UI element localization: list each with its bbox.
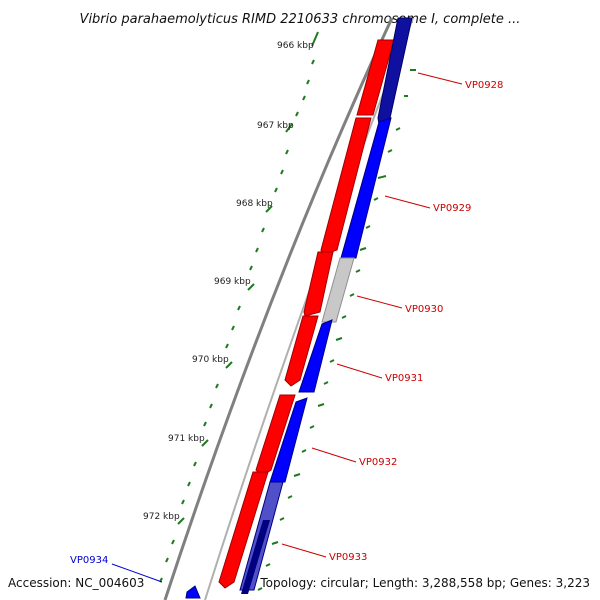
gene-label-vp0933[interactable]: VP0933 (329, 552, 367, 563)
gene-label-vp0928[interactable]: VP0928 (465, 80, 503, 91)
reverse-gene-vp0932[interactable] (269, 397, 308, 483)
genome-summary-text: Topology: circular; Length: 3,288,558 bp… (259, 576, 590, 590)
tick-label: 966 kbp (277, 41, 314, 51)
reverse-gene-vp0931[interactable] (298, 319, 333, 393)
forward-gene[interactable] (356, 39, 395, 116)
reverse-gene-vp0929[interactable] (340, 117, 392, 259)
tick-label: 967 kbp (257, 121, 294, 131)
scale-ruler (159, 31, 319, 583)
reverse-gene-vp0933-dark (241, 520, 270, 594)
gene-label-vp0934[interactable]: VP0934 (70, 555, 108, 566)
forward-gene[interactable] (218, 471, 269, 589)
tick-label: 968 kbp (236, 199, 273, 209)
backbone-outer-arc (163, 17, 394, 600)
gene-label-vp0932[interactable]: VP0932 (359, 457, 397, 468)
gene-label-vp0930[interactable]: VP0930 (405, 304, 443, 315)
gene-labels: VP0928 VP0929 VP0930 VP0931 VP0932 VP093… (70, 80, 503, 566)
tick-label: 972 kbp (143, 512, 180, 522)
tick-label: 969 kbp (214, 277, 251, 287)
reverse-gene-track (185, 17, 413, 599)
scale-labels: 966 kbp 967 kbp 968 kbp 969 kbp 970 kbp … (143, 41, 314, 522)
accession-text: Accession: NC_004603 (8, 576, 144, 590)
gene-label-leaders (111, 72, 463, 583)
gene-label-vp0931[interactable]: VP0931 (385, 373, 423, 384)
forward-gene[interactable] (284, 315, 319, 387)
map-title: Vibrio parahaemolyticus RIMD 2210633 chr… (80, 12, 521, 27)
forward-gene[interactable] (303, 251, 334, 317)
gene-label-vp0929[interactable]: VP0929 (433, 203, 471, 214)
forward-gene-track (218, 39, 395, 589)
reverse-gene-vp0930[interactable] (321, 257, 355, 323)
inner-scale-dashes (257, 69, 416, 591)
tick-label: 971 kbp (168, 434, 205, 444)
reverse-gene-vp0934[interactable] (185, 585, 201, 599)
tick-label: 970 kbp (192, 355, 229, 365)
